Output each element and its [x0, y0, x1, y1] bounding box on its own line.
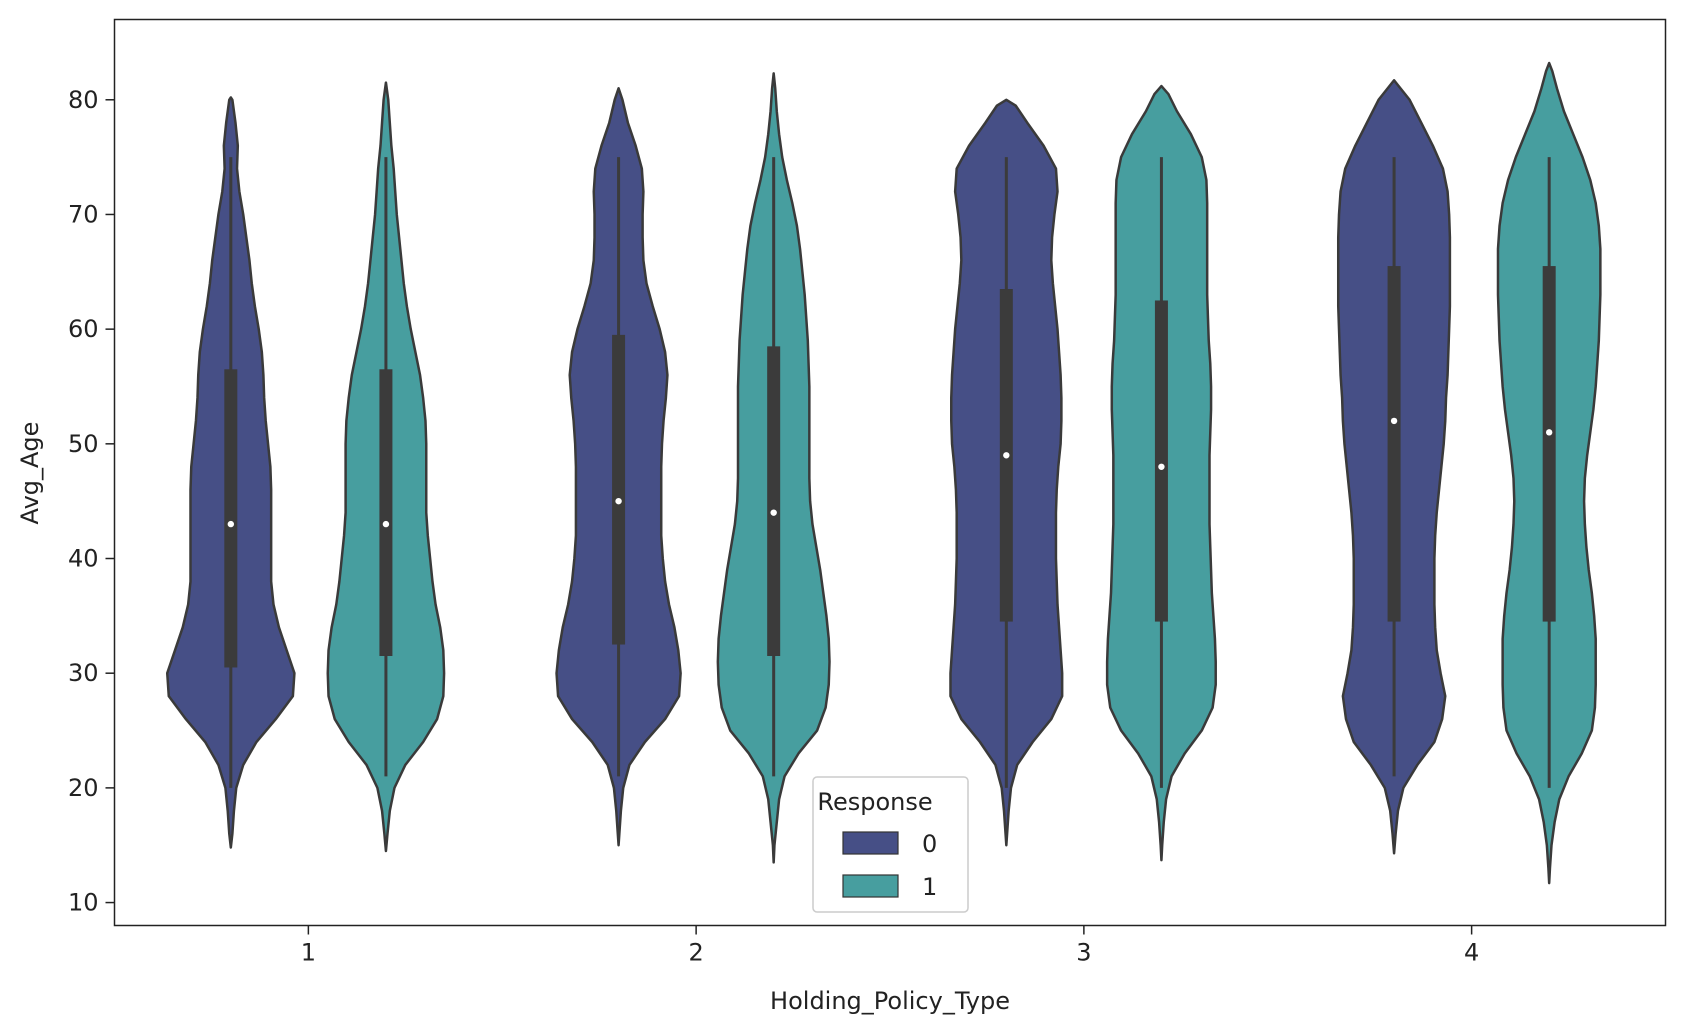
- y-tick-label-60: 60: [68, 315, 99, 343]
- violin-median-series-0-cat-3: [1003, 452, 1010, 459]
- y-tick-label-70: 70: [68, 200, 99, 228]
- y-tick-label-20: 20: [68, 774, 99, 802]
- legend-swatch-0: [842, 831, 899, 855]
- y-axis-label: Avg_Age: [16, 422, 44, 525]
- violin-median-series-1-cat-1: [382, 520, 390, 528]
- violin-median-series-1-cat-3: [1158, 463, 1165, 470]
- y-tick-label-40: 40: [68, 545, 99, 573]
- violin-median-series-0-cat-1: [227, 520, 235, 528]
- plot-frame: [113, 18, 1667, 927]
- legend-title: Response: [817, 788, 932, 816]
- violin-median-series-0-cat-2: [615, 497, 622, 505]
- legend-swatch-1: [842, 874, 899, 898]
- violin-median-series-1-cat-2: [770, 509, 777, 516]
- violin-iqr-box-series-1-cat-2: [767, 346, 781, 656]
- legend-label-0: 0: [922, 830, 937, 858]
- violin-median-series-1-cat-4: [1545, 429, 1553, 436]
- violin-iqr-box-series-1-cat-3: [1154, 300, 1168, 622]
- y-tick-label-80: 80: [68, 86, 99, 114]
- x-axis-ticks: 1 2 3 4: [301, 925, 1479, 967]
- legend-label-1: 1: [922, 873, 937, 901]
- x-tick-label-1: 1: [301, 939, 316, 967]
- violin-iqr-box-series-0-cat-4: [1387, 266, 1401, 622]
- violin-iqr-box-series-1-cat-4: [1542, 266, 1556, 622]
- legend: Response 0 1: [812, 776, 969, 913]
- violin-median-series-0-cat-4: [1390, 417, 1398, 425]
- violin-iqr-box-series-0-cat-1: [224, 369, 238, 668]
- violin-iqr-box-series-1-cat-1: [379, 369, 393, 656]
- y-tick-label-50: 50: [68, 430, 99, 458]
- violin-layer: [165, 61, 1602, 885]
- y-axis-ticks: 10 20 30 40 50 60 70 80: [68, 86, 115, 917]
- x-tick-label-2: 2: [688, 939, 703, 967]
- y-tick-label-10: 10: [68, 889, 99, 917]
- violin-iqr-box-series-0-cat-2: [612, 334, 626, 645]
- x-axis-label: Holding_Policy_Type: [770, 987, 1010, 1015]
- x-tick-label-4: 4: [1464, 939, 1479, 967]
- x-tick-label-3: 3: [1076, 939, 1091, 967]
- y-tick-label-30: 30: [68, 659, 99, 687]
